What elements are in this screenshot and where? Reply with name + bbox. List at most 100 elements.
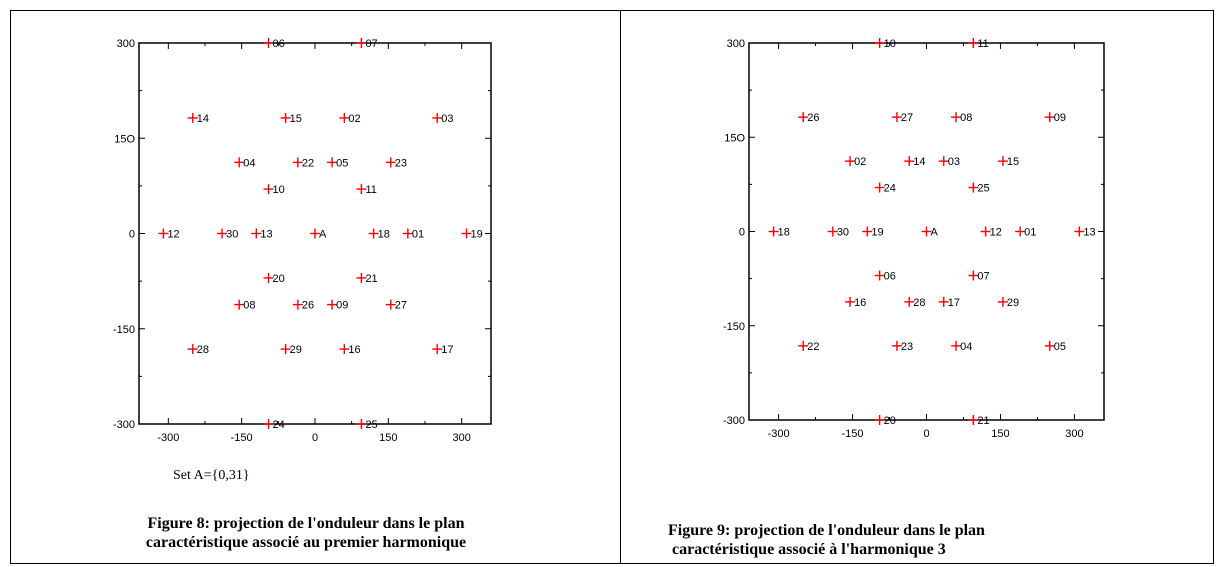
- point-label: 17: [948, 297, 960, 309]
- point-label: 13: [260, 229, 272, 241]
- data-point: 30: [217, 228, 238, 241]
- point-label: 18: [378, 229, 390, 241]
- point-label: 29: [290, 344, 302, 356]
- x-tick-label: -150: [231, 432, 253, 444]
- data-point: A: [921, 226, 939, 239]
- x-tick-label: -150: [842, 428, 864, 440]
- point-label: 30: [837, 227, 849, 239]
- data-point: 08: [234, 299, 255, 312]
- data-point: 15: [280, 112, 302, 125]
- data-point: 20: [263, 272, 285, 285]
- data-point: 05: [327, 157, 348, 169]
- data-point: 21: [356, 272, 378, 285]
- point-label: 28: [197, 344, 209, 356]
- data-point: 20: [874, 415, 896, 427]
- point-label: 02: [348, 113, 360, 125]
- point-label: 05: [1054, 341, 1066, 353]
- data-point: 13: [251, 228, 273, 241]
- data-point: 04: [951, 340, 972, 353]
- y-tick-label: -300: [723, 415, 745, 427]
- point-label: 11: [365, 184, 376, 196]
- point-label: 08: [960, 112, 972, 124]
- data-point: 13: [1074, 226, 1096, 239]
- data-point: 09: [1044, 112, 1066, 124]
- data-point: 04: [234, 157, 255, 169]
- point-label: 01: [412, 229, 424, 241]
- point-label: 15: [290, 113, 302, 125]
- point-label: 26: [302, 300, 314, 312]
- data-point: 17: [432, 344, 453, 356]
- data-point: 27: [385, 299, 407, 312]
- data-point: 26: [798, 112, 819, 124]
- point-label: 19: [471, 229, 483, 241]
- point-label: A: [931, 227, 939, 239]
- point-label: 28: [913, 297, 925, 309]
- point-label: 24: [884, 183, 896, 195]
- data-point: 09: [327, 299, 348, 312]
- x-tick-label: 150: [379, 432, 397, 444]
- data-point: 22: [798, 340, 819, 353]
- x-tick-label: 0: [312, 432, 318, 444]
- point-label: 07: [977, 270, 989, 282]
- data-point: 19: [862, 226, 884, 239]
- point-label: 23: [901, 341, 913, 353]
- point-label: 11: [977, 38, 988, 50]
- point-label: 16: [854, 297, 866, 309]
- point-label: 09: [336, 300, 348, 312]
- point-label: 25: [977, 183, 989, 195]
- data-point: 01: [1015, 226, 1036, 239]
- data-point: 17: [938, 296, 960, 309]
- point-label: A: [319, 229, 327, 241]
- data-point: 29: [280, 344, 302, 356]
- point-label: 27: [395, 300, 407, 312]
- data-point: 16: [339, 344, 361, 356]
- data-point: 25: [968, 182, 990, 195]
- data-point: 10: [874, 38, 896, 50]
- point-label: 16: [348, 344, 360, 356]
- data-point: 27: [891, 112, 913, 124]
- point-label: 07: [365, 38, 377, 50]
- point-label: 06: [884, 270, 896, 282]
- point-label: 30: [226, 229, 238, 241]
- data-point: 01: [402, 228, 424, 241]
- figure-frame: [10, 10, 1214, 564]
- figure-9-caption: Figure 9: projection de l'onduleur dans …: [668, 521, 1224, 559]
- data-point: 21: [968, 415, 990, 427]
- point-label: 01: [1024, 227, 1036, 239]
- data-point: 02: [845, 156, 866, 168]
- figure-9-caption-line-1: Figure 9: projection de l'onduleur dans …: [668, 522, 985, 539]
- point-label: 26: [807, 112, 819, 124]
- figure-8-caption: Figure 8: projection de l'onduleur dans …: [76, 514, 536, 552]
- point-label: 20: [273, 273, 285, 285]
- point-label: 08: [243, 300, 255, 312]
- data-point: 12: [158, 228, 180, 241]
- x-tick-label: -300: [768, 428, 790, 440]
- point-label: 04: [960, 341, 972, 353]
- data-point: 25: [356, 419, 378, 431]
- point-label: 18: [778, 227, 790, 239]
- point-label: 24: [273, 419, 285, 431]
- data-point: 07: [356, 38, 378, 50]
- figure-8-caption-line-2: caractéristique associé au premier harmo…: [145, 534, 467, 551]
- point-label: 12: [167, 229, 179, 241]
- point-label: 06: [273, 38, 285, 50]
- point-label: 14: [913, 156, 925, 168]
- point-label: 25: [365, 419, 377, 431]
- data-point: 24: [874, 182, 896, 195]
- data-point: 07: [968, 270, 990, 282]
- data-point: 03: [938, 156, 960, 168]
- data-point: 23: [385, 157, 407, 169]
- y-tick-label: 0: [739, 227, 745, 239]
- data-point: 14: [187, 112, 209, 125]
- point-label: 14: [197, 113, 209, 125]
- point-label: 21: [977, 415, 989, 427]
- data-point: 03: [432, 112, 453, 125]
- point-label: 22: [807, 341, 819, 353]
- figure-8-caption-line-1: Figure 8: projection de l'onduleur dans …: [147, 515, 465, 532]
- data-point: 24: [263, 419, 285, 431]
- point-label: 21: [365, 273, 377, 285]
- data-point: 10: [263, 184, 285, 196]
- figure-9-caption-line-2: caractéristique associé à l'harmonique 3: [668, 541, 946, 558]
- y-tick-label: -150: [113, 324, 135, 336]
